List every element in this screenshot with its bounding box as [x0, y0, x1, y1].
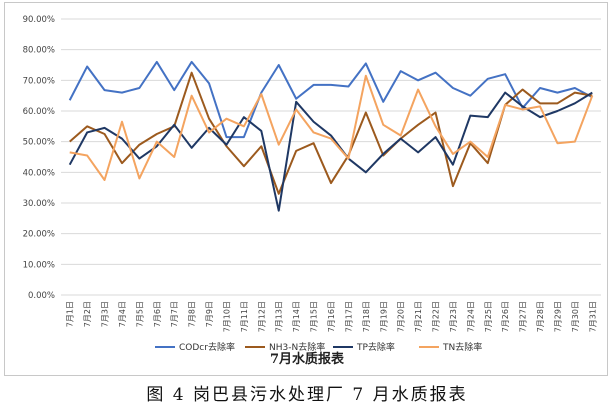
x-tick-label: 7月11日 [240, 301, 249, 332]
x-tick-label: 7月5日 [135, 301, 144, 327]
series-line [68, 60, 593, 139]
figure-caption: 图 4 岗巴县污水处理厂 7 月水质报表 [146, 385, 468, 405]
x-tick-label: 7月25日 [484, 301, 493, 332]
x-tick-label: 7月2日 [83, 301, 92, 327]
x-tick-label: 7月20日 [397, 301, 406, 332]
x-tick-label: 7月27日 [519, 301, 528, 332]
x-tick-label: 7月19日 [379, 301, 388, 332]
series-line [68, 91, 593, 212]
legend: CODcr去除率 NH3-N去除率 TP去除率 TN去除率 [155, 341, 482, 353]
legend-label: TN去除率 [442, 341, 482, 353]
x-tick-label: 7月29日 [553, 301, 562, 332]
y-tick-label: 80.00% [23, 46, 55, 56]
y-tick-label: 70.00% [23, 76, 55, 86]
y-tick-label: 90.00% [23, 15, 55, 25]
series-line [69, 74, 594, 181]
x-axis-ticks: 7月1日 7月2日 7月3日 7月4日 7月5日 7月6日 7月7日 7月8日 7月9日 7月10… [66, 301, 598, 332]
y-tick-label: 20.00% [23, 230, 55, 240]
x-tick-label: 7月1日 [66, 301, 75, 327]
y-tick-label: 10.00% [23, 260, 55, 270]
x-tick-label: 7月4日 [118, 301, 127, 327]
x-tick-label: 7月18日 [362, 301, 371, 332]
x-tick-label: 7月22日 [432, 301, 441, 332]
x-tick-label: 7月26日 [501, 301, 510, 332]
y-tick-label: 60.00% [23, 107, 55, 117]
chart-title: 7月水质报表 [270, 351, 345, 367]
y-tick-label: 50.00% [23, 138, 55, 148]
y-tick-label: 30.00% [23, 199, 55, 209]
x-tick-label: 7月8日 [188, 301, 197, 327]
x-tick-label: 7月15日 [310, 301, 319, 332]
x-tick-label: 7月28日 [536, 301, 545, 332]
chart-frame: 0.00% 10.00% 20.00% 30.00% 40.00% 50.00% 60.00… [4, 2, 608, 376]
x-tick-label: 7月16日 [327, 301, 336, 332]
y-tick-label: 0.00% [28, 291, 55, 301]
y-axis-ticks: 0.00% 10.00% 20.00% 30.00% 40.00% 50.00% 60.00… [23, 15, 55, 301]
x-tick-label: 7月21日 [414, 301, 423, 332]
series-lines [68, 60, 594, 212]
x-tick-label: 7月7日 [170, 301, 179, 327]
line-chart: 0.00% 10.00% 20.00% 30.00% 40.00% 50.00% 60.00… [23, 15, 601, 367]
grid-lines [61, 18, 601, 296]
x-tick-label: 7月13日 [275, 301, 284, 332]
x-tick-label: 7月23日 [449, 301, 458, 332]
x-tick-label: 7月30日 [571, 301, 580, 332]
legend-label: TP去除率 [356, 341, 395, 353]
x-tick-label: 7月31日 [588, 301, 597, 332]
x-tick-label: 7月17日 [344, 301, 353, 332]
x-tick-label: 7月9日 [205, 301, 214, 327]
y-tick-label: 40.00% [23, 168, 55, 178]
x-tick-label: 7月24日 [466, 301, 475, 332]
x-tick-label: 7月10日 [222, 301, 231, 332]
legend-label: NH3-N去除率 [269, 341, 325, 353]
x-tick-label: 7月12日 [257, 301, 266, 332]
x-tick-label: 7月14日 [292, 301, 301, 332]
x-tick-label: 7月3日 [101, 301, 110, 327]
x-tick-label: 7月6日 [153, 301, 162, 327]
legend-label: CODcr去除率 [179, 341, 235, 353]
